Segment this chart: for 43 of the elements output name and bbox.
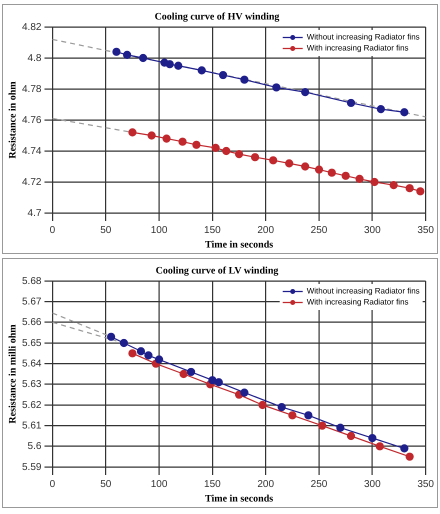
y-axis-title: Resistance in ohm [8,80,19,159]
x-tick-label: 350 [417,478,434,490]
y-tick-label: 5.61 [22,420,42,432]
x-tick-label: 200 [257,478,274,490]
x-tick-label: 300 [364,224,382,236]
legend-label: With increasing Radiator fins [306,44,409,53]
y-tick-label: 5.68 [22,276,42,287]
x-axis-title: Time in seconds [204,494,274,505]
y-tick-label: 5.64 [22,358,42,370]
x-tick-label: 0 [50,478,56,490]
y-tick-label: 4.7 [28,208,42,219]
y-tick-label: 5.66 [22,317,42,328]
y-tick-label: 4.78 [22,84,42,95]
y-tick-label: 5.6 [28,441,42,452]
x-tick-label: 50 [100,478,112,490]
x-tick-label: 100 [150,478,168,490]
legend-label: Without increasing Radiator fins [306,32,420,42]
x-tick-label: 150 [204,224,222,236]
chart-title: Cooling curve of LV winding [156,266,278,277]
y-tick-label: 5.59 [22,462,42,473]
y-tick-label: 5.65 [22,338,42,349]
y-axis-title: Resistance in milli ohm [8,324,19,424]
y-tick-label: 5.63 [22,379,42,390]
y-tick-label: 4.8 [28,52,42,64]
legend-label: Without increasing Radiator fins [306,286,420,296]
y-tick-label: 5.62 [22,400,42,411]
x-tick-label: 250 [310,478,328,490]
x-tick-label: 50 [100,224,112,236]
x-tick-label: 300 [364,478,382,490]
x-tick-label: 250 [310,224,328,236]
x-tick-label: 200 [257,224,274,236]
y-tick-label: 5.67 [22,296,42,308]
x-axis-title: Time in seconds [204,240,274,251]
y-tick-label: 4.72 [22,176,42,188]
x-tick-label: 350 [417,224,434,236]
legend-label: With increasing Radiator fins [306,298,409,307]
x-tick-label: 100 [150,224,168,236]
x-tick-label: 150 [204,478,222,490]
y-tick-label: 4.82 [22,22,42,33]
y-tick-label: 4.76 [22,114,42,126]
x-tick-label: 0 [50,224,56,236]
chart-title: Cooling curve of HV winding [154,12,280,23]
y-tick-label: 4.74 [22,146,42,157]
